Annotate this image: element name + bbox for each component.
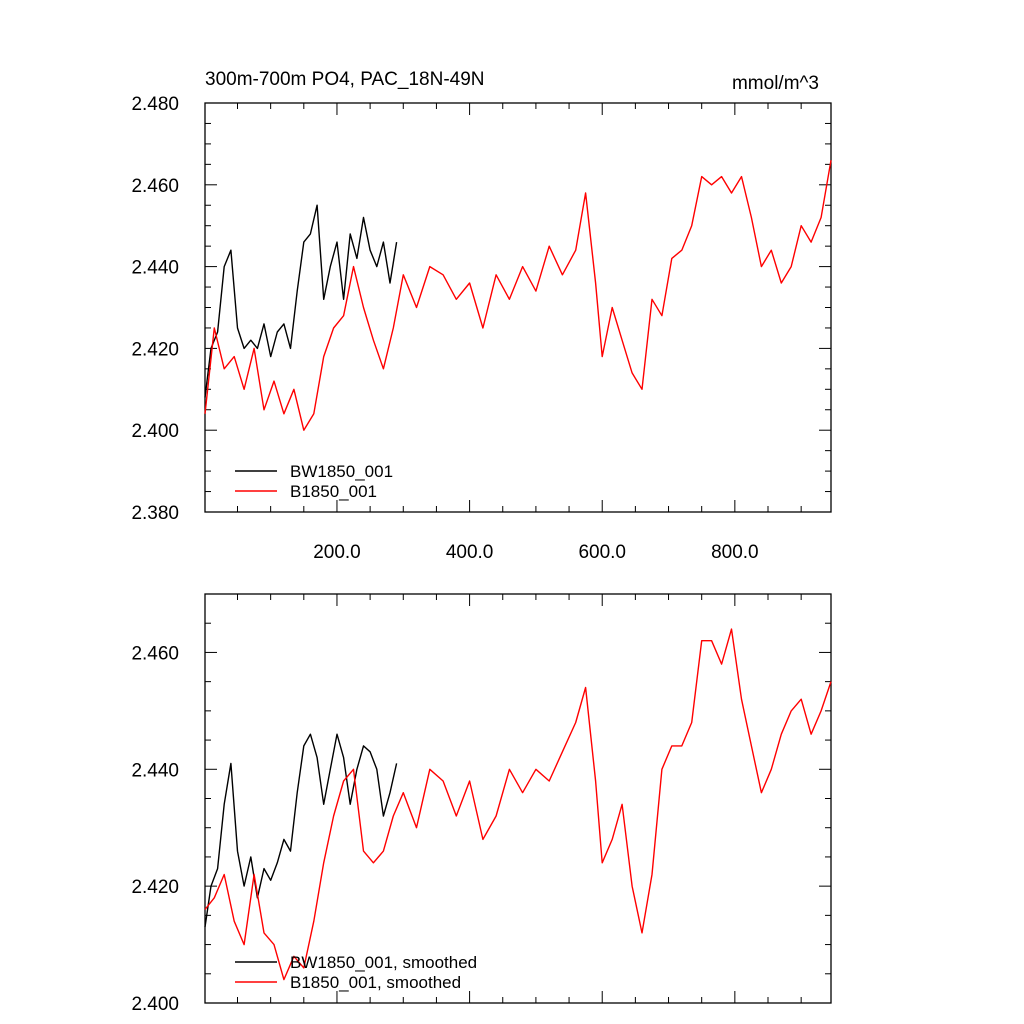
panel-1-legend-label-2: B1850_001 — [290, 482, 377, 501]
panel-1-units: mmol/m^3 — [732, 73, 819, 94]
panel-1-x-tick-label: 400.0 — [446, 542, 494, 563]
panel-1-y-tick-label: 2.480 — [131, 94, 179, 115]
panel-2-y-tick-label: 2.420 — [131, 877, 179, 898]
panel-2-plot-frame — [204, 593, 832, 1004]
panel-1-y-tick-label: 2.380 — [131, 503, 179, 524]
panel-2-legend-label-2: B1850_001, smoothed — [290, 973, 461, 992]
panel-2-legend-label-1: BW1850_001, smoothed — [290, 953, 477, 972]
panel-1-series-line-2 — [204, 160, 832, 431]
panel-2-y-tick-label: 2.460 — [131, 643, 179, 664]
panel-1-y-tick-label: 2.460 — [131, 176, 179, 197]
panel-1-x-tick-label: 800.0 — [711, 542, 759, 563]
panel-1-plot-frame — [204, 102, 832, 513]
panel-1-y-tick-label: 2.420 — [131, 339, 179, 360]
panel-1-title: 300m-700m PO4, PAC_18N-49N — [205, 69, 485, 90]
panel-2-y-tick-label: 2.440 — [131, 760, 179, 781]
panel-2-y-tick-label: 2.400 — [131, 994, 179, 1015]
panel-1-x-tick-label: 200.0 — [313, 542, 361, 563]
panel-1-series-line-1 — [204, 204, 398, 398]
panel-1-y-tick-label: 2.440 — [131, 258, 179, 279]
panel-1-legend-label-1: BW1850_001 — [290, 462, 393, 481]
panel-2-series-line-1 — [204, 733, 398, 928]
panel-1-y-tick-label: 2.400 — [131, 421, 179, 442]
panel-1-x-tick-label: 600.0 — [578, 542, 626, 563]
panel-2-series-line-2 — [204, 628, 832, 981]
